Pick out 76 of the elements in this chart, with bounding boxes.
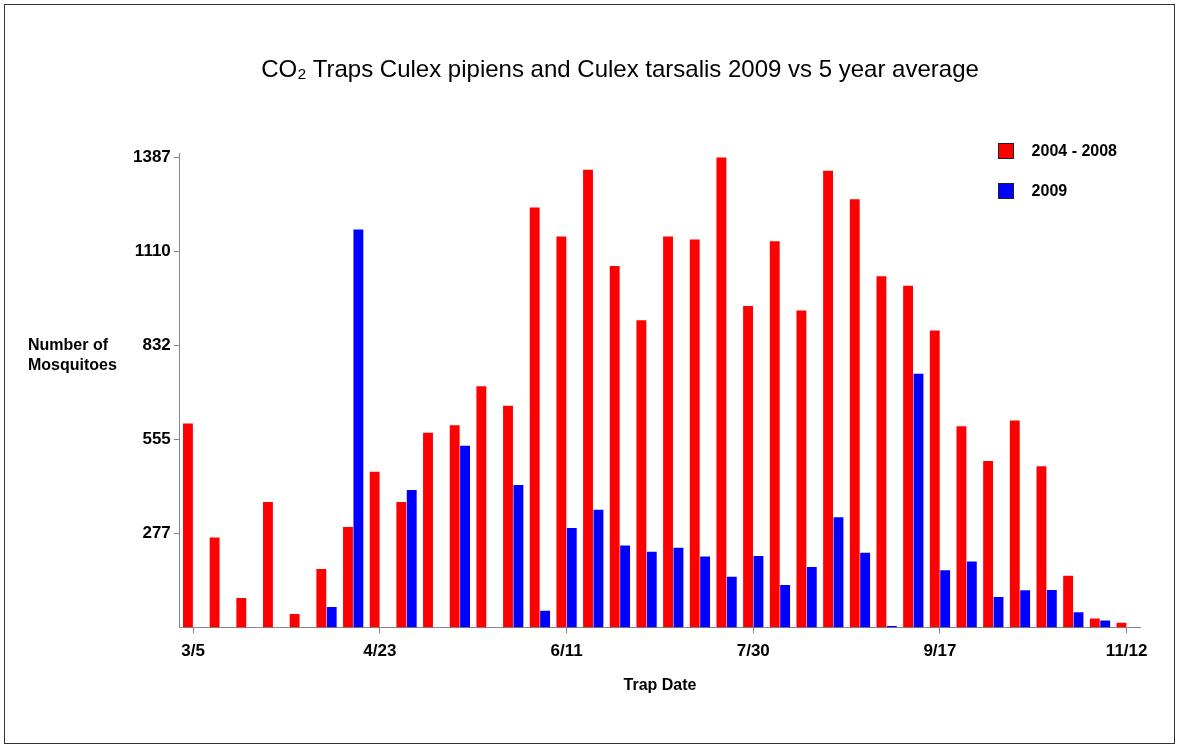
bar bbox=[353, 229, 364, 628]
bar bbox=[609, 266, 620, 628]
y-tick-label: 277 bbox=[142, 523, 171, 543]
x-tick-label: 11/12 bbox=[1105, 641, 1148, 661]
bar bbox=[913, 373, 924, 628]
bar bbox=[396, 501, 407, 628]
bar bbox=[716, 157, 727, 628]
bar bbox=[833, 517, 844, 628]
bar bbox=[566, 527, 577, 628]
bar bbox=[1089, 618, 1100, 628]
bar bbox=[700, 556, 711, 628]
bar bbox=[689, 239, 700, 628]
bar bbox=[620, 545, 631, 628]
bar bbox=[636, 320, 647, 628]
bar bbox=[1063, 575, 1074, 628]
bar bbox=[503, 405, 513, 628]
bar bbox=[646, 551, 657, 628]
bar bbox=[1036, 466, 1047, 628]
legend-label: 2009 bbox=[1031, 182, 1068, 200]
x-tick-label: 9/17 bbox=[923, 641, 957, 661]
bar bbox=[556, 236, 567, 628]
bar bbox=[529, 207, 540, 628]
bar bbox=[1020, 590, 1031, 628]
x-tick-label: 3/5 bbox=[181, 641, 205, 661]
bar bbox=[449, 425, 460, 628]
bar bbox=[940, 570, 951, 628]
bar bbox=[460, 445, 471, 628]
bar bbox=[236, 598, 247, 628]
bar bbox=[796, 310, 807, 628]
bar bbox=[769, 241, 780, 628]
bar bbox=[983, 460, 994, 628]
bar bbox=[183, 423, 193, 628]
bar bbox=[993, 597, 1004, 628]
bar bbox=[673, 547, 684, 628]
bar bbox=[593, 509, 604, 628]
bar bbox=[423, 432, 433, 628]
y-tick-label: 555 bbox=[142, 429, 171, 449]
bar bbox=[876, 276, 887, 628]
legend-label: 2004 - 2008 bbox=[1031, 142, 1117, 160]
x-tick-label: 6/11 bbox=[550, 641, 583, 661]
bar bbox=[1009, 420, 1020, 628]
bar bbox=[663, 236, 673, 628]
bar bbox=[849, 199, 860, 628]
bar bbox=[406, 490, 417, 628]
bar bbox=[513, 484, 524, 628]
y-axis-title: Number of Mosquitoes bbox=[28, 335, 118, 375]
bar bbox=[726, 576, 737, 628]
x-axis-title: Trap Date bbox=[622, 676, 698, 694]
bar bbox=[209, 537, 220, 628]
chart-title: CO₂ Traps Culex pipiens and Culex tarsalis 2009 vs 5 year average bbox=[260, 55, 980, 83]
y-tick-label: 1110 bbox=[134, 241, 171, 261]
y-tick-label: 832 bbox=[142, 335, 171, 355]
bar bbox=[860, 552, 871, 628]
x-tick-label: 4/23 bbox=[363, 641, 397, 661]
bar bbox=[476, 386, 487, 628]
bar bbox=[956, 426, 967, 628]
bar bbox=[540, 610, 551, 628]
bar bbox=[1100, 620, 1111, 628]
bar bbox=[326, 606, 337, 628]
bar bbox=[369, 471, 380, 628]
x-tick-label: 7/30 bbox=[736, 641, 770, 661]
bar bbox=[289, 614, 300, 628]
bar bbox=[929, 330, 940, 628]
bar bbox=[753, 556, 764, 628]
bar bbox=[343, 526, 353, 628]
bar bbox=[780, 584, 791, 628]
y-tick-label: 1387 bbox=[132, 147, 171, 167]
bar bbox=[806, 566, 817, 628]
bar bbox=[1046, 589, 1057, 628]
bar bbox=[966, 561, 977, 628]
bar bbox=[316, 568, 327, 628]
bar bbox=[263, 501, 273, 628]
bar bbox=[743, 306, 753, 628]
bar bbox=[903, 285, 914, 628]
bar bbox=[823, 170, 834, 628]
bar bbox=[583, 169, 593, 628]
